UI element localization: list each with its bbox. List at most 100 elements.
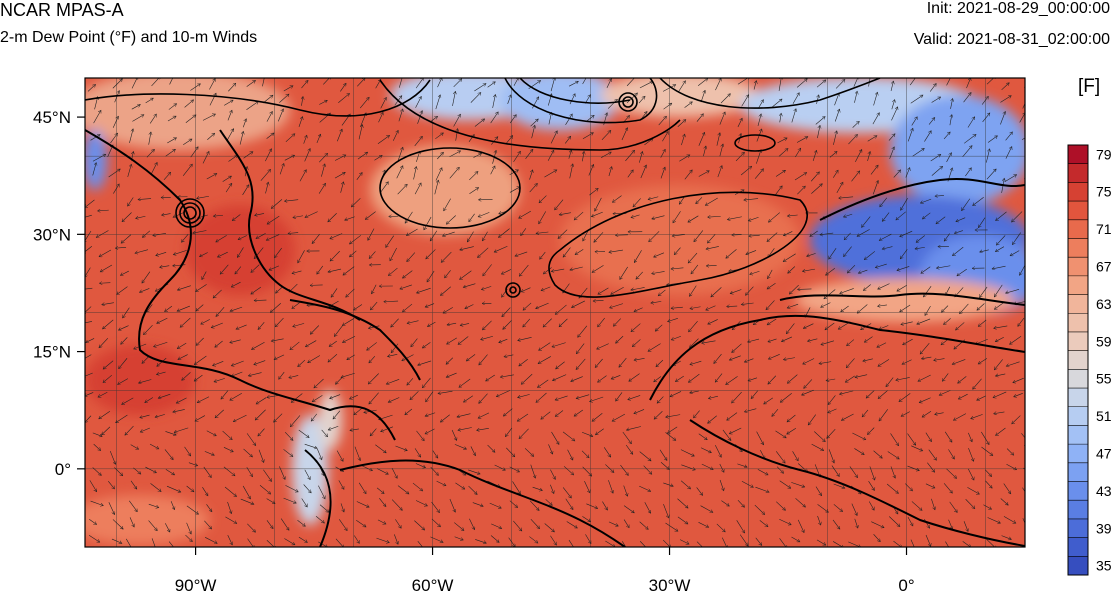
- wind-arrow: [681, 134, 684, 146]
- wind-arrow: [424, 216, 432, 230]
- wind-arrow: [377, 135, 390, 145]
- wind-arrow: [605, 464, 614, 472]
- wind-arrow: [216, 306, 225, 316]
- wind-arrow: [843, 213, 853, 217]
- wind-arrow: [374, 155, 382, 161]
- wind-arrow: [922, 411, 932, 417]
- wind-arrow: [952, 246, 964, 256]
- wind-arrow: [711, 287, 722, 297]
- lon-tick-label: 0°: [898, 576, 914, 595]
- wind-arrow: [432, 450, 438, 459]
- wind-arrow: [694, 230, 704, 241]
- wind-arrow: [625, 444, 633, 454]
- wind-arrow: [612, 413, 626, 421]
- wind-arrow: [165, 305, 173, 311]
- wind-arrow: [444, 198, 451, 211]
- wind-arrow: [1000, 111, 1005, 125]
- colorbar-segment: [1068, 425, 1088, 445]
- wind-arrow: [543, 267, 552, 273]
- wind-arrow: [753, 81, 756, 90]
- wind-arrow: [515, 251, 528, 256]
- wind-arrow: [708, 395, 718, 398]
- wind-arrow: [873, 92, 878, 106]
- wind-arrow: [953, 413, 967, 421]
- wind-arrow: [792, 451, 799, 461]
- wind-arrow: [732, 343, 742, 353]
- wind-arrow: [156, 371, 166, 374]
- wind-arrow: [478, 212, 490, 216]
- wind-arrow: [99, 283, 111, 284]
- wind-arrow: [735, 152, 744, 162]
- wind-arrow: [671, 335, 682, 340]
- wind-arrow: [802, 268, 816, 271]
- wind-arrow: [804, 379, 813, 388]
- wind-arrow: [582, 78, 588, 85]
- wind-arrow: [122, 307, 130, 318]
- wind-arrow: [900, 304, 911, 312]
- wind-arrow: [550, 131, 557, 144]
- wind-arrow: [854, 91, 857, 103]
- wind-arrow: [328, 268, 342, 272]
- wind-arrow: [688, 215, 699, 223]
- wind-arrow: [568, 150, 572, 159]
- wind-arrow: [817, 125, 820, 139]
- wind-arrow: [1026, 541, 1037, 546]
- wind-arrow: [966, 78, 970, 89]
- lon-tick-label: 60°W: [412, 576, 454, 595]
- wind-arrow: [283, 449, 293, 456]
- wind-arrow: [925, 432, 932, 442]
- wind-arrow: [230, 306, 243, 311]
- wind-arrow: [977, 303, 985, 311]
- wind-arrow: [481, 335, 494, 339]
- wind-arrow: [555, 410, 564, 416]
- lat-tick-label: 0°: [55, 460, 71, 479]
- wind-arrow: [258, 428, 265, 436]
- wind-arrow: [590, 396, 604, 402]
- wind-arrow: [828, 395, 836, 404]
- wind-arrow: [671, 268, 684, 269]
- wind-arrow: [891, 100, 895, 110]
- wind-arrow: [414, 136, 423, 147]
- wind-arrow: [978, 319, 987, 326]
- wind-arrow: [689, 285, 697, 297]
- wind-arrow: [246, 433, 256, 445]
- wind-arrow: [775, 451, 785, 463]
- wind-arrow: [702, 340, 716, 343]
- wind-arrow: [589, 188, 598, 196]
- wind-arrow: [271, 338, 284, 341]
- wind-arrow: [425, 428, 435, 434]
- wind-arrow: [845, 375, 855, 382]
- wind-arrow: [143, 324, 153, 334]
- wind-arrow: [853, 78, 859, 87]
- wind-arrow: [312, 233, 320, 243]
- wind-arrow: [284, 200, 299, 202]
- wind-arrow: [834, 109, 839, 122]
- wind-arrow: [729, 355, 741, 360]
- wind-arrow: [266, 133, 274, 139]
- wind-arrow: [405, 408, 413, 415]
- wind-arrow: [235, 266, 242, 274]
- wind-arrow: [263, 469, 271, 482]
- wind-arrow: [376, 468, 388, 474]
- wind-arrow: [841, 413, 854, 420]
- wind-arrow: [386, 379, 400, 384]
- wind-arrow: [562, 431, 575, 441]
- wind-arrow: [209, 79, 215, 90]
- wind-arrow: [395, 445, 407, 451]
- wind-arrow: [896, 211, 906, 220]
- wind-arrow: [787, 374, 798, 384]
- wind-arrow: [125, 425, 134, 435]
- wind-arrow: [1004, 174, 1017, 183]
- wind-arrow: [504, 355, 514, 357]
- wind-arrow: [858, 269, 868, 273]
- wind-arrow: [87, 84, 96, 92]
- wind-arrow: [996, 211, 1007, 221]
- wind-arrow: [334, 172, 345, 179]
- lon-tick-label: 90°W: [175, 576, 217, 595]
- wind-arrow: [923, 285, 932, 297]
- wind-arrow: [209, 93, 216, 106]
- wind-arrow: [537, 379, 549, 388]
- wind-arrow: [440, 414, 450, 422]
- wind-arrow: [521, 228, 527, 235]
- wind-arrow: [936, 265, 951, 268]
